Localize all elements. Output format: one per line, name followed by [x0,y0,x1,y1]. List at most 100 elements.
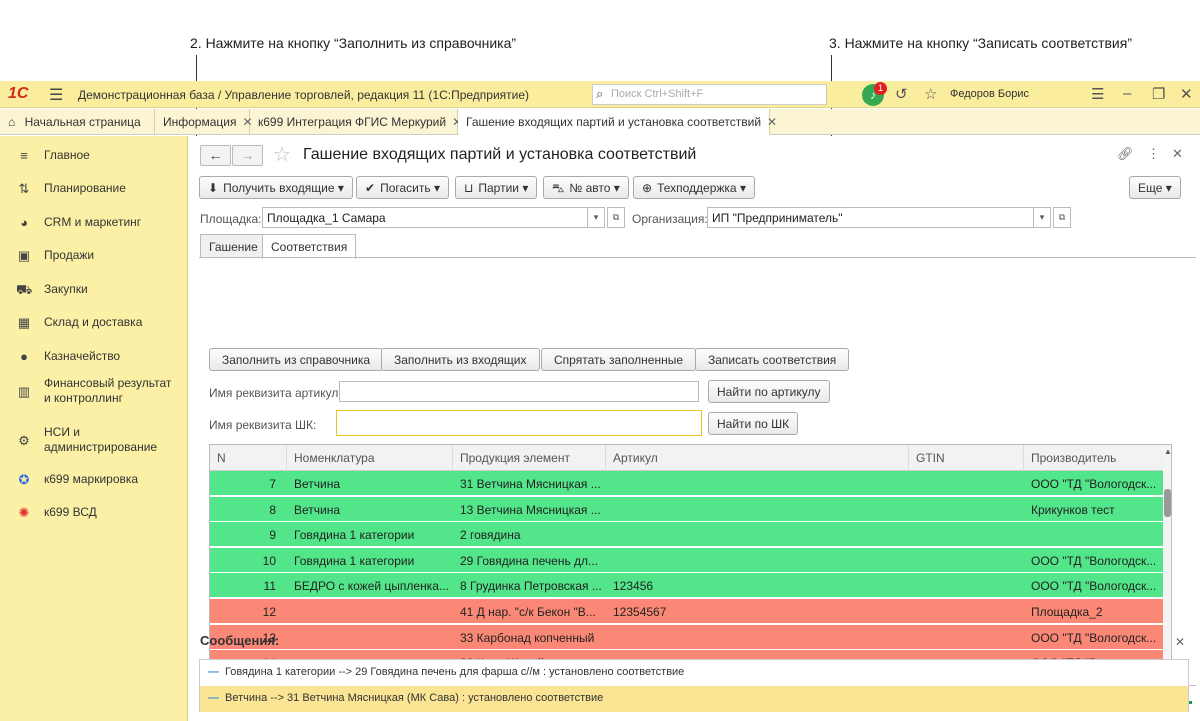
more-vert-icon[interactable]: ⋮ [1147,146,1160,161]
menu-icon[interactable]: ☰ [49,87,64,104]
table-row[interactable]: 9 Говядина 1 категории 2 говядина [210,522,1163,548]
tab-home[interactable]: ⌂ Начальная страница [0,109,155,135]
article-attr-input[interactable] [339,381,699,402]
message-item[interactable]: — Говядина 1 категории --> 29 Говядина пе… [200,660,1188,686]
scroll-up-icon[interactable]: ▲ [1164,447,1172,456]
message-text: Говядина 1 категории --> 29 Говядина печ… [225,666,685,678]
cell-article [606,522,909,547]
find-by-barcode-button[interactable]: Найти по ШК [708,412,799,435]
sidebar-item-planning[interactable]: ⇅ Планирование [0,181,188,196]
table-row[interactable]: 11 БЕДРО с кожей цыпленка... 8 Грудинка Пе… [210,573,1163,599]
cell-nomenclature: Говядина 1 категории [294,553,415,568]
site-dropdown-icon[interactable]: ▾ [587,207,605,228]
col-article[interactable]: Артикул [606,445,909,471]
settings-menu-icon[interactable]: ☰ [1091,86,1105,103]
cell-maker: Площадка_2 [1031,605,1103,619]
site-open-icon[interactable]: ⧉ [607,207,625,228]
basket-icon: ⊔ [464,181,474,195]
org-label: Организация: [632,212,708,226]
col-maker[interactable]: Производитель [1031,451,1117,465]
tab-matches[interactable]: Соответствия [262,234,357,259]
cell-gtin [909,573,1024,598]
table-row[interactable]: 10 Говядина 1 категории 29 Говядина печень… [210,547,1163,573]
col-nomenclature[interactable]: Номенклатура [287,445,453,471]
tab-home-label: Начальная страница [24,115,141,129]
find-by-article-button[interactable]: Найти по артикулу [708,380,830,403]
sidebar-item-label: НСИ и администрирование [44,425,158,454]
cell-gtin [909,548,1024,573]
sidebar-item-label: к699 ВСД [44,505,97,519]
col-gtin[interactable]: GTIN [909,445,1024,471]
close-tab-icon[interactable]: ✕ [767,115,778,129]
close-tab-icon[interactable]: ✕ [452,115,462,129]
global-search-input[interactable]: ⌕ Поиск Ctrl+Shift+F [592,84,827,105]
cell-gtin [909,625,1024,650]
cancel-button[interactable]: ✔ Погасить ▾ [356,176,449,199]
lifebuoy-icon: ⊕ [642,181,653,195]
barcode-attr-input[interactable] [336,410,702,436]
site-field[interactable]: Площадка_1 Самара [262,207,588,228]
message-dash-icon: — [208,666,219,678]
fill-from-directory-button[interactable]: Заполнить из справочника [209,348,384,371]
col-n[interactable]: N [210,445,287,471]
sidebar-item-warehouse[interactable]: ▦ Склад и доставка [0,315,188,330]
cell-nomenclature: Ветчина [294,502,341,517]
table-row[interactable]: 12 41 Д нар. "с/к Бекон "В... 12354567 Площ… [210,599,1163,624]
fill-from-incoming-button[interactable]: Заполнить из входящих [381,348,540,371]
close-window-icon[interactable]: ✕ [1180,86,1193,103]
favorites-star-icon[interactable]: ☆ [924,86,938,103]
close-form-icon[interactable]: ✕ [1172,146,1183,161]
pie-icon: ◕ [20,215,28,230]
sidebar-item-purchases[interactable]: ⛟ Закупки [0,282,188,297]
write-matches-button[interactable]: Записать соответствия [695,348,850,371]
restore-icon[interactable]: ❐ [1152,86,1166,103]
org-dropdown-icon[interactable]: ▾ [1033,207,1051,228]
home-icon: ⌂ [8,115,16,129]
sidebar-item-admin[interactable]: ⚙ НСИ и администрирование [0,425,170,455]
auto-no-button[interactable]: ⛍ № авто ▾ [543,176,629,199]
cell-maker: Крикунков тест [1031,502,1115,517]
tab-mercury[interactable]: к699 Интеграция ФГИС Меркурий ✕ [250,109,462,135]
user-name[interactable]: Федоров Борис [950,88,1030,100]
tab-info-label: Информация [163,115,237,129]
favorite-star-icon[interactable]: ☆ [273,144,291,166]
support-button[interactable]: ⊕ Техподдержка ▾ [633,176,755,199]
sidebar-item-vsd[interactable]: ✺ к699 ВСД [0,505,188,520]
table-scrollbar[interactable]: ▲ ▼ [1163,445,1172,676]
tab-cancellation[interactable]: Гашение [200,234,267,258]
table-row[interactable]: 7 Ветчина 31 Ветчина Мясницкая ... ООО "ТД … [210,471,1163,496]
history-icon[interactable]: ↺ [895,86,908,103]
close-tab-icon[interactable]: ✕ [242,115,253,129]
tab-info[interactable]: Информация ✕ [155,109,253,135]
more-button[interactable]: Еще ▾ [1129,176,1181,199]
table-row[interactable]: 8 Ветчина 13 Ветчина Мясницкая ... Крикунко… [210,496,1163,522]
coin-icon: ● [20,349,28,364]
close-messages-icon[interactable]: ✕ [1175,635,1186,649]
forward-button[interactable]: → [232,145,263,166]
sidebar-item-finance[interactable]: ▥ Финансовый результат и контроллинг [0,376,180,406]
get-incoming-button[interactable]: ⬇ Получить входящие ▾ [199,176,353,199]
sidebar-item-sales[interactable]: ▣ Продажи [0,248,188,263]
message-text: Ветчина --> 31 Ветчина Мясницкая (МК Сав… [225,692,604,704]
hide-filled-button[interactable]: Спрятать заполненные [541,348,696,371]
title-bar: 1С ☰ Демонстрационная база / Управление … [0,81,1200,108]
table-row[interactable]: 13 33 Карбонад копченный ООО "ТД "Вологодс… [210,624,1163,650]
tab-active-form[interactable]: Гашение входящих партий и установка соот… [458,109,777,136]
cart-icon: ⛟ [16,282,33,297]
sidebar-item-main[interactable]: ≡ Главное [0,148,188,163]
sidebar-item-treasury[interactable]: ● Казначейство [0,349,188,364]
cell-article [606,548,909,573]
minimize-icon[interactable]: – [1123,85,1132,102]
sidebar-item-label: Закупки [44,282,88,296]
message-item[interactable]: — Ветчина --> 31 Ветчина Мясницкая (МК Са… [200,686,1188,712]
sidebar-item-label: CRM и маркетинг [44,215,142,229]
scroll-thumb[interactable] [1164,489,1171,517]
batches-button[interactable]: ⊔ Партии ▾ [455,176,538,199]
link-icon[interactable]: 🔗︎ [1117,146,1134,161]
back-button[interactable]: ← [200,145,231,166]
org-field[interactable]: ИП "Предприниматель" [707,207,1034,228]
sidebar-item-crm[interactable]: ◕ CRM и маркетинг [0,215,188,230]
col-product[interactable]: Продукция элемент [453,445,606,471]
org-open-icon[interactable]: ⧉ [1053,207,1071,228]
sidebar-item-marking[interactable]: ✪ к699 маркировка [0,472,188,487]
